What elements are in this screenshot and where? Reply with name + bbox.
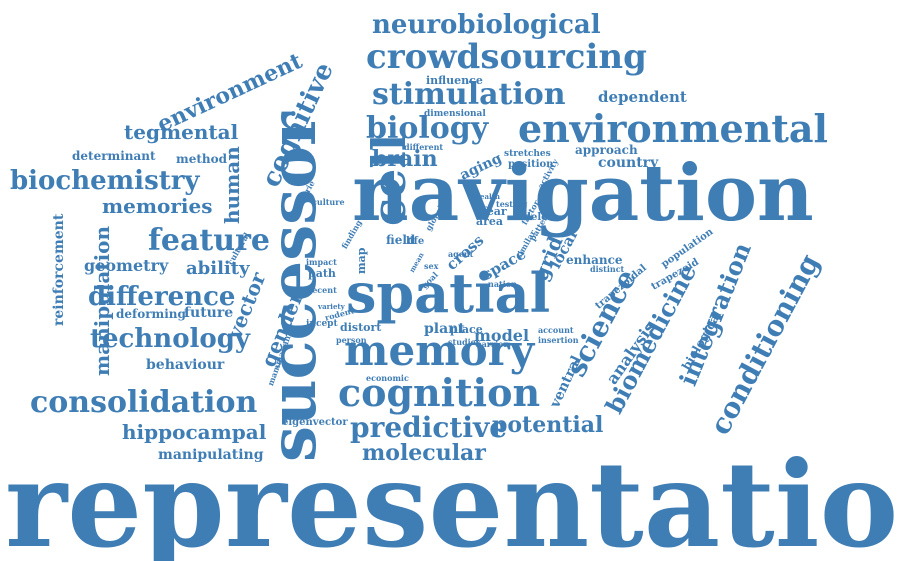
cloud-word: consolidation [30, 385, 258, 420]
cloud-word: different [404, 142, 444, 152]
cloud-word: life [406, 236, 425, 247]
cloud-word: place [450, 323, 483, 336]
cloud-word: stretches [504, 149, 551, 159]
cloud-word: path [308, 267, 336, 280]
cloud-word: biochemistry [10, 166, 200, 196]
cloud-word: distinct [590, 264, 625, 274]
cloud-word: economic [366, 373, 409, 383]
cloud-word: representation [5, 435, 900, 561]
cloud-word: deforming [116, 307, 186, 321]
cloud-word: recent [308, 285, 337, 295]
cloud-word: behaviour [146, 357, 225, 373]
cloud-word: position [508, 159, 554, 170]
cloud-word: cognition [338, 370, 541, 415]
cloud-word: agent [448, 249, 474, 259]
cloud-word: barrier [476, 339, 508, 349]
cloud-word: approach [575, 143, 638, 157]
cloud-word: wealth [474, 192, 500, 201]
cloud-word: feature [148, 223, 270, 258]
cloud-word: map [355, 247, 368, 274]
cloud-word: distort [340, 321, 382, 334]
cloud-word: sex [424, 261, 439, 271]
cloud-word: incept [306, 319, 338, 329]
cloud-word: method [176, 152, 227, 166]
cloud-word: area [476, 215, 504, 228]
cloud-word: manipulating [158, 447, 264, 463]
cloud-word: molecular [362, 440, 486, 466]
cloud-word: brain [372, 146, 438, 172]
cloud-word: environmental [518, 106, 828, 151]
cloud-word: impact [306, 257, 337, 267]
cloud-word: nation [488, 279, 517, 289]
cloud-word: manipulation [90, 225, 114, 376]
cloud-word: insertion [538, 335, 579, 345]
cloud-word: delete [524, 212, 559, 223]
cloud-word: variety [318, 302, 345, 311]
cloud-word: crowdsourcing [366, 37, 647, 77]
cloud-word: hippocampal [122, 420, 267, 444]
cloud-word: model [474, 326, 530, 345]
cloud-word: technology [90, 324, 251, 354]
cloud-word: navigation [352, 148, 814, 239]
cloud-word: country [598, 155, 659, 171]
cloud-word: fear [482, 205, 507, 218]
cloud-word: enhance [566, 253, 623, 267]
cloud-word: studies [448, 337, 481, 347]
cloud-word: eigenvector [282, 417, 348, 428]
cloud-word: dependent [598, 88, 687, 106]
cloud-word: predictive [350, 411, 508, 444]
cloud-word: ventral [547, 353, 586, 411]
cloud-word: plant [424, 321, 465, 337]
cloud-word: memory [344, 326, 535, 375]
cloud-word: tegmental [124, 120, 239, 144]
cloud-word: difference [88, 282, 236, 312]
cloud-word: culture [312, 197, 345, 207]
cloud-word: testing [496, 199, 528, 209]
cloud-word: influence [426, 74, 483, 87]
cloud-word: dimensional [424, 109, 486, 119]
cloud-word: spatial [346, 261, 551, 325]
cloud-word: geometry [84, 256, 169, 275]
cloud-word: reinforcement [51, 213, 67, 326]
cloud-word: determinant [72, 149, 156, 163]
cloud-word: future [184, 305, 234, 321]
cloud-word: potential [492, 412, 604, 438]
cloud-word: account [538, 325, 574, 335]
cloud-word: person [336, 335, 367, 345]
cloud-word: biology [366, 111, 489, 146]
cloud-word: neurobiological [372, 10, 601, 40]
cloud-word: field [386, 233, 416, 247]
cloud-word: memories [102, 194, 213, 218]
cloud-word: ability [186, 258, 250, 279]
cloud-word: stimulation [372, 77, 566, 112]
